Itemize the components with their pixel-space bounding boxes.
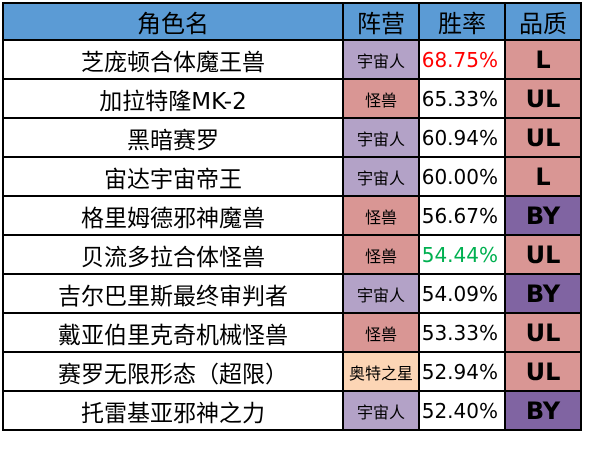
- cell-name: 吉尔巴里斯最终审判者: [2, 273, 344, 314]
- cell-faction: 怪兽: [342, 78, 420, 119]
- cell-win-rate: 52.94%: [418, 351, 506, 392]
- table-row: 格里姆德邪神魔兽 怪兽 56.67% BY: [2, 195, 582, 236]
- cell-tier: UL: [504, 351, 582, 392]
- cell-faction: 宇宙人: [342, 156, 420, 197]
- cell-name: 芝庞顿合体魔王兽: [2, 39, 344, 80]
- cell-win-rate: 60.94%: [418, 117, 506, 158]
- cell-faction: 怪兽: [342, 234, 420, 275]
- cell-tier: UL: [504, 234, 582, 275]
- cell-tier: BY: [504, 390, 582, 431]
- cell-win-rate: 65.33%: [418, 78, 506, 119]
- header-tier: 品质: [504, 2, 582, 41]
- header-name: 角色名: [2, 2, 344, 41]
- cell-tier: UL: [504, 78, 582, 119]
- cell-faction: 宇宙人: [342, 273, 420, 314]
- table-row: 托雷基亚邪神之力 宇宙人 52.40% BY: [2, 390, 582, 431]
- cell-name: 格里姆德邪神魔兽: [2, 195, 344, 236]
- cell-tier: UL: [504, 312, 582, 353]
- cell-name: 宙达宇宙帝王: [2, 156, 344, 197]
- table-row: 戴亚伯里克奇机械怪兽 怪兽 53.33% UL: [2, 312, 582, 353]
- table-row: 加拉特隆MK-2 怪兽 65.33% UL: [2, 78, 582, 119]
- table-row: 芝庞顿合体魔王兽 宇宙人 68.75% L: [2, 39, 582, 80]
- cell-name: 黑暗赛罗: [2, 117, 344, 158]
- cell-tier: UL: [504, 117, 582, 158]
- cell-name: 贝流多拉合体怪兽: [2, 234, 344, 275]
- cell-win-rate: 68.75%: [418, 39, 506, 80]
- cell-win-rate: 52.40%: [418, 390, 506, 431]
- cell-tier: L: [504, 39, 582, 80]
- cell-tier: BY: [504, 273, 582, 314]
- cell-tier: BY: [504, 195, 582, 236]
- cell-win-rate: 53.33%: [418, 312, 506, 353]
- table-row: 黑暗赛罗 宇宙人 60.94% UL: [2, 117, 582, 158]
- cell-faction: 怪兽: [342, 312, 420, 353]
- table-row: 宙达宇宙帝王 宇宙人 60.00% L: [2, 156, 582, 197]
- header-row: 角色名 阵营 胜率 品质: [2, 2, 582, 41]
- table-row: 吉尔巴里斯最终审判者 宇宙人 54.09% BY: [2, 273, 582, 314]
- header-faction: 阵营: [342, 2, 420, 41]
- header-rate: 胜率: [418, 2, 506, 41]
- cell-name: 加拉特隆MK-2: [2, 78, 344, 119]
- cell-win-rate: 60.00%: [418, 156, 506, 197]
- cell-faction: 奥特之星: [342, 351, 420, 392]
- cell-name: 托雷基亚邪神之力: [2, 390, 344, 431]
- table-body: 芝庞顿合体魔王兽 宇宙人 68.75% L 加拉特隆MK-2 怪兽 65.33% UL 黑暗赛罗…: [2, 39, 582, 431]
- cell-faction: 宇宙人: [342, 39, 420, 80]
- table-row: 贝流多拉合体怪兽 怪兽 54.44% UL: [2, 234, 582, 275]
- cell-faction: 怪兽: [342, 195, 420, 236]
- table-row: 赛罗无限形态（超限） 奥特之星 52.94% UL: [2, 351, 582, 392]
- cell-faction: 宇宙人: [342, 390, 420, 431]
- cell-faction: 宇宙人: [342, 117, 420, 158]
- cell-tier: L: [504, 156, 582, 197]
- cell-win-rate: 54.44%: [418, 234, 506, 275]
- cell-name: 戴亚伯里克奇机械怪兽: [2, 312, 344, 353]
- cell-win-rate: 56.67%: [418, 195, 506, 236]
- win-rate-table: 角色名 阵营 胜率 品质 芝庞顿合体魔王兽 宇宙人 68.75% L 加拉特隆MK-2 怪…: [2, 2, 582, 431]
- cell-win-rate: 54.09%: [418, 273, 506, 314]
- cell-name: 赛罗无限形态（超限）: [2, 351, 344, 392]
